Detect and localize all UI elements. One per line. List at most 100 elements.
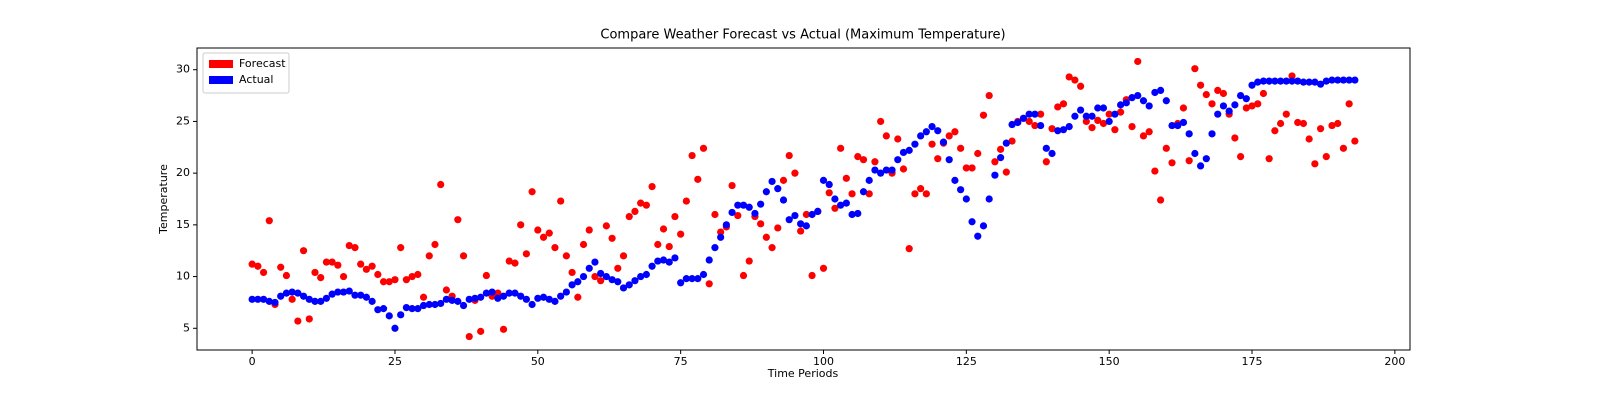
data-point xyxy=(1196,81,1205,89)
data-point xyxy=(911,190,919,198)
data-point xyxy=(825,189,833,197)
data-point xyxy=(1236,91,1245,100)
data-point xyxy=(1185,130,1193,138)
data-point xyxy=(362,265,371,273)
data-point xyxy=(1117,101,1125,109)
data-point xyxy=(905,146,913,154)
data-point xyxy=(1174,121,1182,130)
data-point xyxy=(1322,152,1330,161)
data-point xyxy=(831,195,839,203)
data-point xyxy=(1185,157,1193,165)
data-point xyxy=(762,188,770,196)
data-point xyxy=(499,325,508,333)
data-point xyxy=(631,277,639,285)
data-point xyxy=(568,268,576,277)
legend-swatch xyxy=(209,76,233,84)
data-point xyxy=(562,252,570,260)
data-point xyxy=(625,281,633,289)
data-point xyxy=(465,295,473,303)
legend-swatch xyxy=(209,60,233,68)
data-point xyxy=(682,275,690,283)
data-point xyxy=(585,264,593,272)
data-point xyxy=(774,224,782,232)
data-point xyxy=(1031,121,1039,130)
data-point xyxy=(699,270,708,279)
data-point xyxy=(1105,117,1113,126)
x-tick-label: 150 xyxy=(1099,355,1120,368)
data-point xyxy=(299,292,308,300)
data-point xyxy=(1168,159,1176,167)
data-point xyxy=(1042,144,1050,152)
data-point xyxy=(934,127,942,135)
data-point xyxy=(677,279,685,287)
data-point xyxy=(322,294,331,302)
data-point xyxy=(1031,110,1039,118)
data-point xyxy=(1345,76,1353,84)
data-point xyxy=(1157,86,1165,95)
data-point xyxy=(1351,76,1359,84)
data-point xyxy=(1248,102,1256,110)
data-point xyxy=(1208,100,1216,108)
data-point xyxy=(362,293,371,301)
data-point xyxy=(1191,149,1199,158)
data-point xyxy=(277,292,285,300)
data-point xyxy=(894,135,902,143)
data-point xyxy=(951,128,959,136)
data-point xyxy=(859,188,868,196)
data-point xyxy=(608,276,616,284)
data-point xyxy=(1042,158,1050,166)
data-point xyxy=(488,288,496,296)
data-point xyxy=(1294,77,1302,85)
data-point xyxy=(619,252,628,260)
data-point xyxy=(779,176,788,184)
data-point xyxy=(511,259,519,267)
data-point xyxy=(1157,196,1165,204)
data-point xyxy=(819,264,828,272)
data-point xyxy=(1139,97,1148,105)
data-point xyxy=(802,222,810,230)
data-point xyxy=(974,149,982,158)
data-point xyxy=(522,250,530,258)
data-point xyxy=(928,140,936,148)
data-point xyxy=(1134,57,1142,66)
data-point xyxy=(339,272,348,281)
data-point xyxy=(1088,112,1096,120)
data-point xyxy=(271,298,279,307)
data-point xyxy=(1191,65,1199,73)
data-point xyxy=(517,221,525,229)
data-point xyxy=(345,287,353,295)
data-point xyxy=(1288,77,1296,85)
data-point xyxy=(1065,123,1073,131)
data-point xyxy=(1219,102,1228,110)
data-point xyxy=(797,227,805,235)
data-point xyxy=(374,270,382,279)
data-point xyxy=(631,207,639,216)
data-point xyxy=(528,188,536,196)
data-point xyxy=(1048,149,1056,158)
data-point xyxy=(1151,88,1159,97)
data-point xyxy=(248,260,256,268)
x-tick-label: 25 xyxy=(388,355,402,368)
data-point xyxy=(1328,76,1336,84)
data-point xyxy=(871,158,879,166)
data-point xyxy=(1299,119,1308,128)
data-point xyxy=(1282,110,1290,118)
y-axis-label: Temperature xyxy=(157,164,170,235)
data-point xyxy=(614,264,622,272)
data-point xyxy=(259,268,268,277)
data-point xyxy=(659,225,668,233)
data-point xyxy=(1071,112,1079,120)
data-point xyxy=(608,234,616,242)
data-point xyxy=(1054,103,1062,111)
data-point xyxy=(945,132,953,140)
data-point xyxy=(654,257,662,265)
data-point xyxy=(1271,77,1279,85)
data-point xyxy=(1334,119,1342,128)
data-point xyxy=(1214,110,1222,118)
data-point xyxy=(282,289,291,297)
data-point xyxy=(419,293,428,301)
data-point xyxy=(477,293,485,301)
data-point xyxy=(1088,124,1096,132)
data-point xyxy=(568,281,576,289)
data-point xyxy=(1196,162,1205,170)
